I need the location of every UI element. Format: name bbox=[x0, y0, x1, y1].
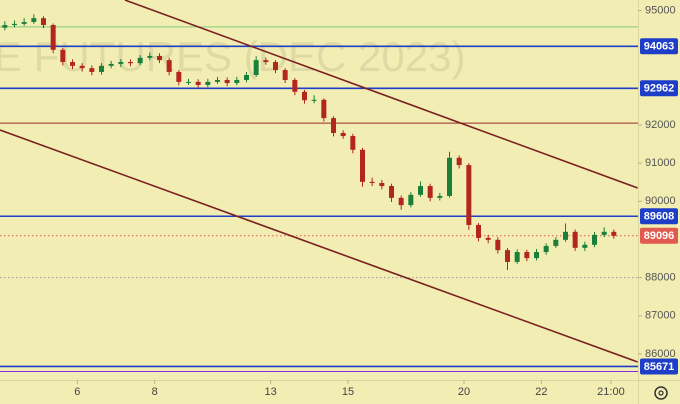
candle-body bbox=[389, 186, 394, 198]
candle-body bbox=[476, 224, 481, 238]
candle-body bbox=[205, 81, 211, 85]
candle-body bbox=[282, 70, 288, 80]
candle-body bbox=[572, 231, 578, 248]
candle-body bbox=[128, 62, 133, 64]
candle-body bbox=[273, 62, 278, 71]
candle-body bbox=[447, 157, 452, 196]
price-label-box bbox=[640, 38, 678, 55]
x-tick-label: 22 bbox=[535, 386, 547, 398]
price-label: 94063 bbox=[644, 41, 675, 53]
candle-body bbox=[369, 181, 375, 183]
candle-body bbox=[118, 62, 124, 64]
y-tick-label: 92000 bbox=[645, 119, 676, 131]
candle-body bbox=[186, 81, 191, 83]
candle-body bbox=[176, 71, 182, 82]
price-label: 85671 bbox=[644, 361, 675, 373]
candle-body bbox=[60, 49, 66, 63]
x-tick-label: 20 bbox=[458, 386, 470, 398]
candle-body bbox=[611, 231, 617, 236]
y-tick-label: 91000 bbox=[645, 157, 676, 169]
candle-body bbox=[582, 244, 588, 248]
candle-body bbox=[157, 55, 162, 61]
candle-body bbox=[292, 79, 298, 92]
x-tick-label: 15 bbox=[342, 386, 354, 398]
candle-body bbox=[2, 25, 8, 28]
x-tick-label: 21:00 bbox=[597, 386, 625, 398]
candle-body bbox=[311, 99, 317, 101]
x-tick-label: 8 bbox=[152, 386, 158, 398]
candle-body bbox=[244, 75, 249, 80]
candle-body bbox=[331, 118, 336, 133]
candle-body bbox=[224, 79, 230, 84]
price-label-box bbox=[640, 80, 678, 97]
candle-body bbox=[12, 23, 17, 26]
candle-body bbox=[166, 60, 172, 72]
price-label-box bbox=[640, 208, 678, 225]
candle-body bbox=[437, 195, 443, 198]
candle-body bbox=[505, 250, 510, 262]
y-tick-label: 95000 bbox=[645, 4, 676, 16]
candle-body bbox=[456, 157, 462, 166]
candle-body bbox=[31, 18, 37, 22]
candle-body bbox=[543, 245, 549, 253]
candle-body bbox=[466, 165, 472, 225]
candle-body bbox=[553, 239, 559, 246]
candle-body bbox=[302, 91, 307, 101]
price-label-box bbox=[640, 227, 678, 244]
candle-body bbox=[379, 182, 385, 187]
candle-body bbox=[524, 252, 530, 259]
candle-body bbox=[427, 186, 433, 198]
candle-body bbox=[418, 186, 423, 195]
candle-body bbox=[195, 81, 201, 85]
candle-body bbox=[601, 231, 607, 235]
candle-body bbox=[99, 65, 104, 72]
candle-body bbox=[263, 60, 269, 63]
trend-line bbox=[0, 129, 638, 363]
price-label-box bbox=[640, 358, 678, 375]
x-tick-label: 13 bbox=[265, 386, 277, 398]
candle-body bbox=[408, 194, 414, 206]
y-tick-label: 86000 bbox=[645, 348, 676, 360]
candle-body bbox=[89, 68, 95, 72]
gear-center bbox=[658, 390, 664, 396]
candle-body bbox=[79, 65, 85, 69]
y-tick-label: 88000 bbox=[645, 272, 676, 284]
trend-line bbox=[124, 0, 638, 189]
candle-body bbox=[50, 25, 56, 50]
candle-body bbox=[350, 136, 356, 150]
candle-body bbox=[215, 79, 220, 82]
watermark: E FUTURES (DEC 2023) bbox=[0, 33, 465, 80]
candle-body bbox=[340, 133, 346, 137]
y-tick-label: 90000 bbox=[645, 195, 676, 207]
candle-body bbox=[485, 237, 491, 240]
candle-body bbox=[147, 55, 153, 58]
x-tick-label: 6 bbox=[74, 386, 80, 398]
candle-body bbox=[41, 18, 46, 26]
candle-body bbox=[592, 234, 597, 245]
price-label: 89096 bbox=[644, 230, 675, 242]
candle-body bbox=[253, 60, 259, 76]
price-label: 89608 bbox=[644, 211, 675, 223]
candle-body bbox=[137, 57, 143, 64]
candle-body bbox=[360, 149, 365, 182]
candle-body bbox=[398, 197, 404, 206]
candle-body bbox=[108, 63, 114, 66]
candle-body bbox=[534, 252, 539, 259]
candle-body bbox=[514, 252, 520, 262]
y-tick-label: 87000 bbox=[645, 310, 676, 322]
gear-icon bbox=[654, 386, 668, 400]
candle-body bbox=[70, 62, 75, 66]
candle-body bbox=[563, 231, 568, 240]
candle-body bbox=[321, 99, 327, 119]
candle-body bbox=[21, 21, 27, 24]
candle-body bbox=[495, 239, 501, 251]
settings-button[interactable] bbox=[654, 386, 668, 400]
candle-body bbox=[234, 79, 240, 84]
price-label: 92962 bbox=[644, 83, 675, 95]
